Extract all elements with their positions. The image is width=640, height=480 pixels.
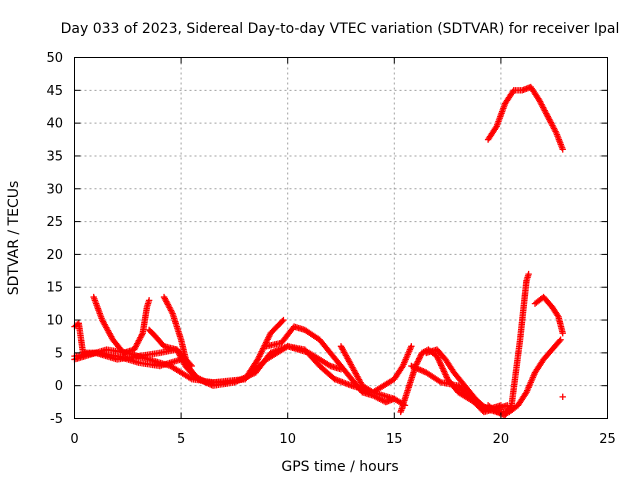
grid-lines: [74, 57, 608, 419]
data-point: [279, 318, 286, 325]
data-point: [187, 361, 194, 368]
x-tick-label: 0: [70, 432, 78, 447]
data-point: [559, 146, 566, 153]
data-point: [557, 336, 564, 343]
x-tick-label: 5: [177, 432, 185, 447]
x-tick-label: 10: [279, 432, 296, 447]
x-tick-label: 15: [386, 432, 403, 447]
tick-labels: 0 5 10 15 20 25 -5 0 5 10 15 20 25 30 35 40 45 50: [46, 51, 615, 447]
data-point: [559, 393, 566, 401]
data-point: [415, 355, 423, 362]
y-tick-label: 5: [55, 346, 63, 361]
y-tick-label: -5: [50, 412, 63, 427]
data-point: [413, 359, 421, 367]
y-tick-label: 50: [46, 51, 63, 66]
y-tick-label: 10: [46, 314, 63, 329]
x-tick-label: 25: [599, 432, 616, 447]
series-sat-m: [506, 336, 564, 416]
data-series: [71, 83, 566, 419]
series-sat-c: [90, 293, 153, 357]
series-sat-h: [337, 343, 415, 396]
x-tick-label: 20: [493, 432, 510, 447]
y-tick-label: 25: [46, 215, 63, 230]
data-point: [414, 358, 421, 365]
y-tick-label: 30: [46, 182, 63, 197]
series-sat-g: [263, 323, 398, 406]
data-point: [145, 297, 153, 304]
data-point: [391, 395, 398, 403]
data-point: [417, 352, 424, 359]
data-point: [415, 356, 422, 364]
plot-frame: [74, 57, 608, 419]
data-point: [556, 337, 563, 345]
data-point: [554, 312, 561, 319]
y-tick-label: 15: [46, 281, 63, 296]
series-sat-p: [559, 393, 566, 401]
data-point: [280, 316, 287, 324]
chart-title: Day 033 of 2023, Sidereal Day-to-day VTE…: [61, 21, 620, 37]
data-point: [525, 270, 532, 278]
series-sat-o: [484, 83, 566, 153]
x-axis-label: GPS time / hours: [281, 459, 398, 475]
y-tick-label: 20: [46, 248, 63, 263]
y-tick-label: 45: [46, 84, 63, 99]
y-axis-label: SDTVAR / TECUs: [6, 181, 22, 296]
y-tick-label: 40: [46, 117, 63, 132]
data-point: [408, 343, 415, 350]
axis-ticks: [74, 57, 608, 419]
series-sat-j: [408, 362, 511, 416]
data-point: [559, 329, 566, 337]
series-sat-n: [531, 293, 566, 337]
y-tick-label: 0: [55, 379, 63, 394]
data-point: [188, 362, 195, 370]
data-point: [416, 354, 424, 361]
y-tick-label: 35: [46, 149, 63, 164]
